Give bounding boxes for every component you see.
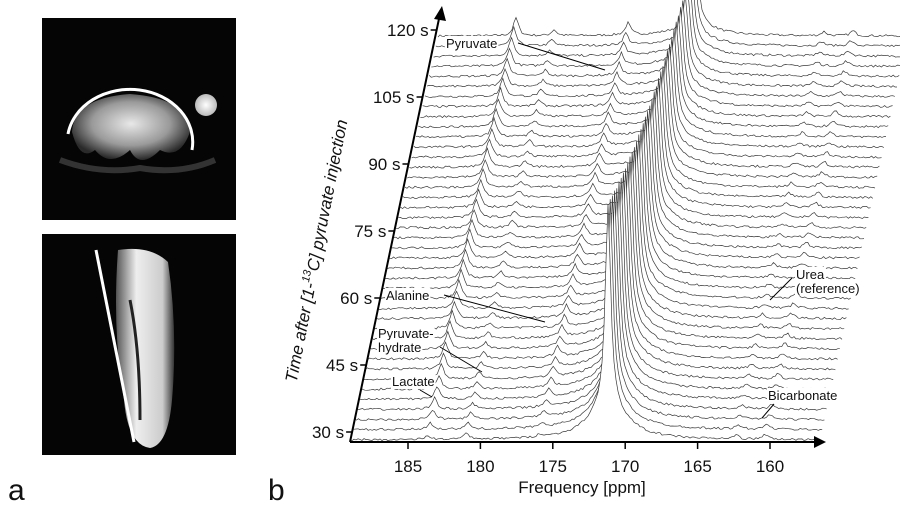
x-axis-label: Frequency [ppm] [518, 478, 646, 497]
annotation-text: (reference) [796, 281, 860, 296]
spectrum [354, 195, 825, 421]
leader-line [517, 42, 606, 71]
spectrum [433, 0, 900, 58]
frequency-tick-label: 180 [466, 457, 494, 476]
time-tick-label: 30 s [312, 423, 344, 442]
spectrum [437, 0, 900, 38]
spectrum [365, 172, 836, 371]
annotation-text: Pyruvate [446, 36, 497, 51]
leader-line [419, 389, 433, 398]
label-superscript: 13 [300, 268, 314, 283]
annotation-text: Bicarbonate [768, 388, 837, 403]
spectrum [435, 0, 900, 48]
mri-sagittal [42, 234, 236, 455]
annotation-text: Pyruvate- [378, 326, 434, 341]
spectra [349, 0, 900, 452]
mri-axial [42, 18, 236, 220]
annotation-text: Alanine [386, 288, 429, 303]
x-axis-arrow [814, 436, 826, 448]
time-tick-label: 75 s [354, 222, 386, 241]
leader-line [443, 294, 546, 323]
annotation-bg [377, 340, 423, 355]
annotation-bg [767, 388, 839, 403]
annotation-bg [795, 281, 861, 296]
time-tick-label: 90 s [368, 155, 400, 174]
spectrum-fill [424, 0, 895, 109]
spectrum [358, 188, 829, 401]
spectrum-fill [422, 7, 893, 119]
annotation-text: Lactate [392, 374, 435, 389]
frequency-tick-label: 160 [756, 457, 784, 476]
frequency-tick-label: 165 [683, 457, 711, 476]
panel-label: a [8, 474, 25, 506]
annotation-bg [391, 374, 436, 389]
spectrum-fill [411, 44, 882, 170]
frequency-tick-label: 170 [611, 457, 639, 476]
spectrum [367, 168, 838, 361]
time-tick-label: 120 s [387, 21, 429, 40]
panel-label: b [268, 474, 285, 506]
spectrum-fill [435, 0, 900, 59]
label-part: C] pyruvate injection [303, 118, 351, 273]
spectrum-fill [433, 0, 900, 69]
annotation-bg [795, 267, 826, 282]
time-tick-label: 45 s [326, 356, 358, 375]
spectrum-fill [413, 38, 884, 160]
annotation-bg [385, 288, 431, 303]
spectrum [363, 177, 834, 381]
time-axis-arrow [434, 6, 446, 21]
spectrum [428, 0, 900, 78]
annotation-bg [445, 36, 499, 51]
leader-line [439, 346, 483, 373]
frequency-tick-label: 185 [394, 457, 422, 476]
leader-line [761, 403, 775, 419]
time-axis [349, 13, 441, 443]
spectrum [349, 204, 821, 442]
ticks: 30 s 45 s 60 s 75 s 90 s 105 s 120 s 185 180 175 1… [312, 21, 784, 476]
frequency-tick-label: 175 [539, 457, 567, 476]
spectrum [360, 181, 832, 391]
annotation-text: hydrate [378, 340, 421, 355]
spectrum [352, 199, 823, 431]
time-tick-label: 60 s [340, 289, 372, 308]
annotation-bg [377, 326, 435, 341]
spectrum-fill [416, 28, 886, 149]
spectrum [356, 190, 827, 411]
annotation-text: Urea [796, 267, 825, 282]
annotations: Pyruvate Alanine Pyruvate-hydrate Lactate Ur… [377, 36, 861, 419]
time-tick-label: 105 s [373, 88, 415, 107]
leader-line [769, 277, 793, 301]
spectrum-fill [420, 15, 891, 129]
spectrum [431, 0, 900, 68]
y-axis-label: Time after [1-13C] pyruvate injection [281, 118, 352, 384]
label-part: Time after [1- [282, 281, 320, 384]
